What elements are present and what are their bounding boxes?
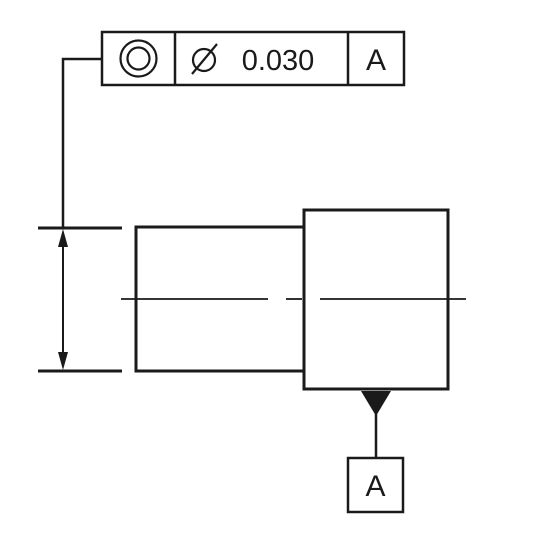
- datum-label: A: [365, 470, 385, 503]
- dimension-line: [58, 229, 68, 370]
- diameter-symbol-icon: [192, 44, 217, 74]
- arrowhead-up-icon: [58, 229, 68, 247]
- tolerance-value: 0.030: [242, 45, 315, 77]
- concentricity-icon: [121, 41, 157, 77]
- arrowhead-down-icon: [58, 352, 68, 370]
- leader-line: [63, 59, 102, 228]
- fcf-datum-reference: A: [366, 44, 386, 77]
- extension-lines: [38, 228, 122, 371]
- datum-triangle-icon: [361, 391, 391, 416]
